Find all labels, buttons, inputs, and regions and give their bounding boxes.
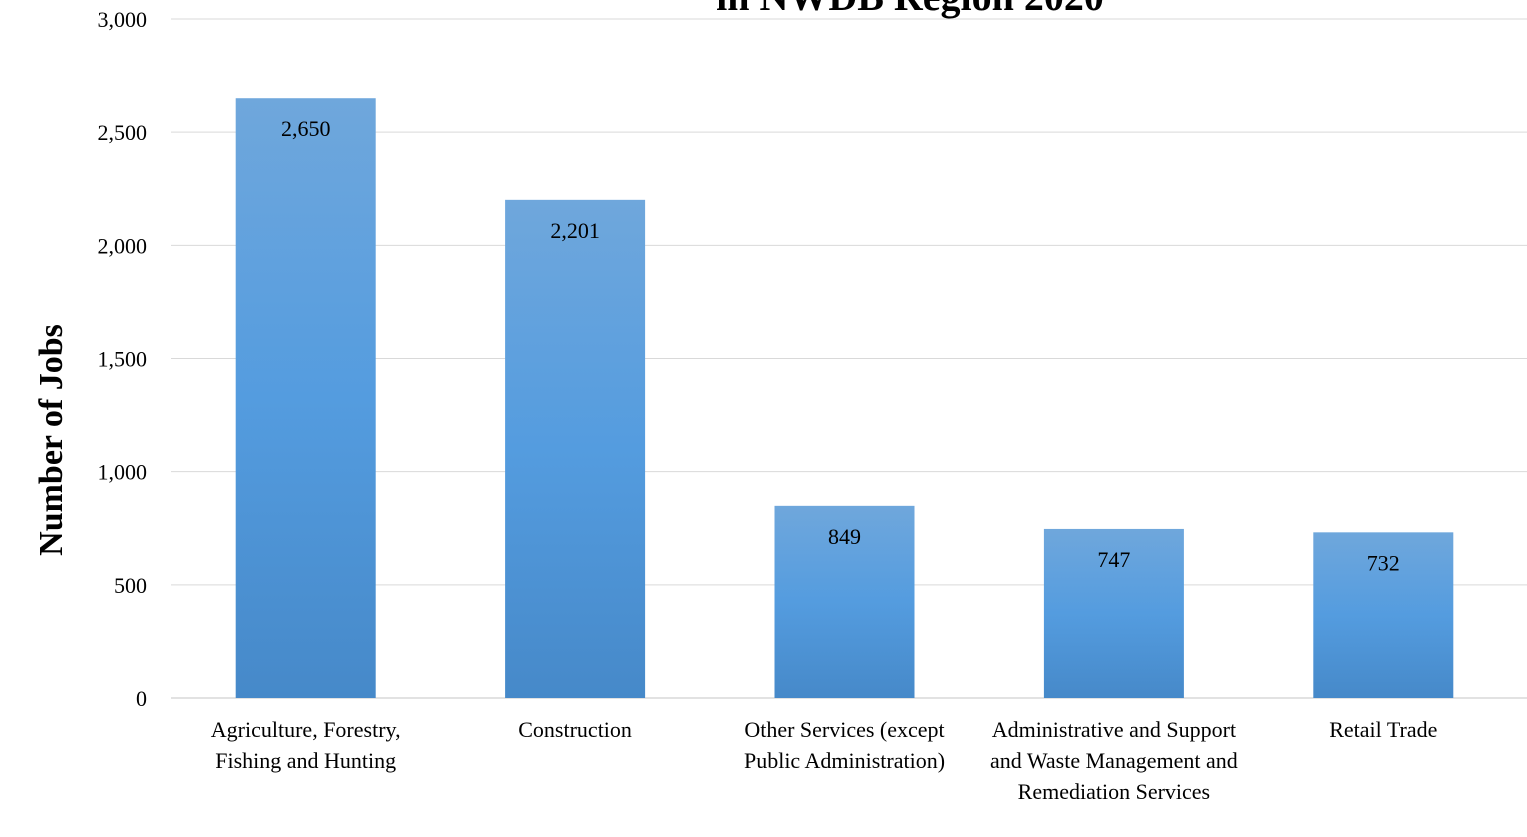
y-tick-label: 1,000 [98,460,148,485]
bar [1313,532,1454,698]
label-line: Construction [518,717,632,742]
chart-title: in NWDB Region 2020 [716,0,1104,19]
bar [1043,528,1184,698]
label-line: Other Services (except [744,717,944,742]
x-tick-label: Agriculture, Forestry, Fishing and Huntin… [211,717,401,773]
x-tick-label: Retail Trade [1329,717,1437,742]
y-tick-label: 1,500 [98,347,148,372]
bar [235,98,376,698]
label-line: Retail Trade [1329,717,1437,742]
data-label: 2,201 [550,218,600,243]
y-tick-label: 3,000 [98,7,148,32]
data-label: 2,650 [281,116,331,141]
y-tick-label: 500 [114,573,147,598]
y-tick-label: 2,500 [98,120,148,145]
label-line: Agriculture, Forestry, [211,717,401,742]
label-line: and Waste Management and [990,748,1238,773]
label-line: Administrative and Support [992,717,1236,742]
x-tick-label: Construction [518,717,632,742]
bar [505,199,646,698]
label-line: Fishing and Hunting [215,748,396,773]
y-tick-label: 2,000 [98,233,148,258]
y-axis-label: Number of Jobs [33,324,70,556]
data-label: 732 [1367,550,1400,575]
x-tick-label: Other Services (except Public Administrat… [744,717,945,773]
y-tick-label: 0 [136,686,147,711]
x-tick-label: Administrative and Support and Waste Mana… [990,717,1238,804]
label-line: Public Administration) [744,748,945,773]
data-label: 747 [1097,547,1130,572]
label-line: Remediation Services [1018,779,1210,804]
data-label: 849 [828,524,861,549]
bar [774,505,915,698]
